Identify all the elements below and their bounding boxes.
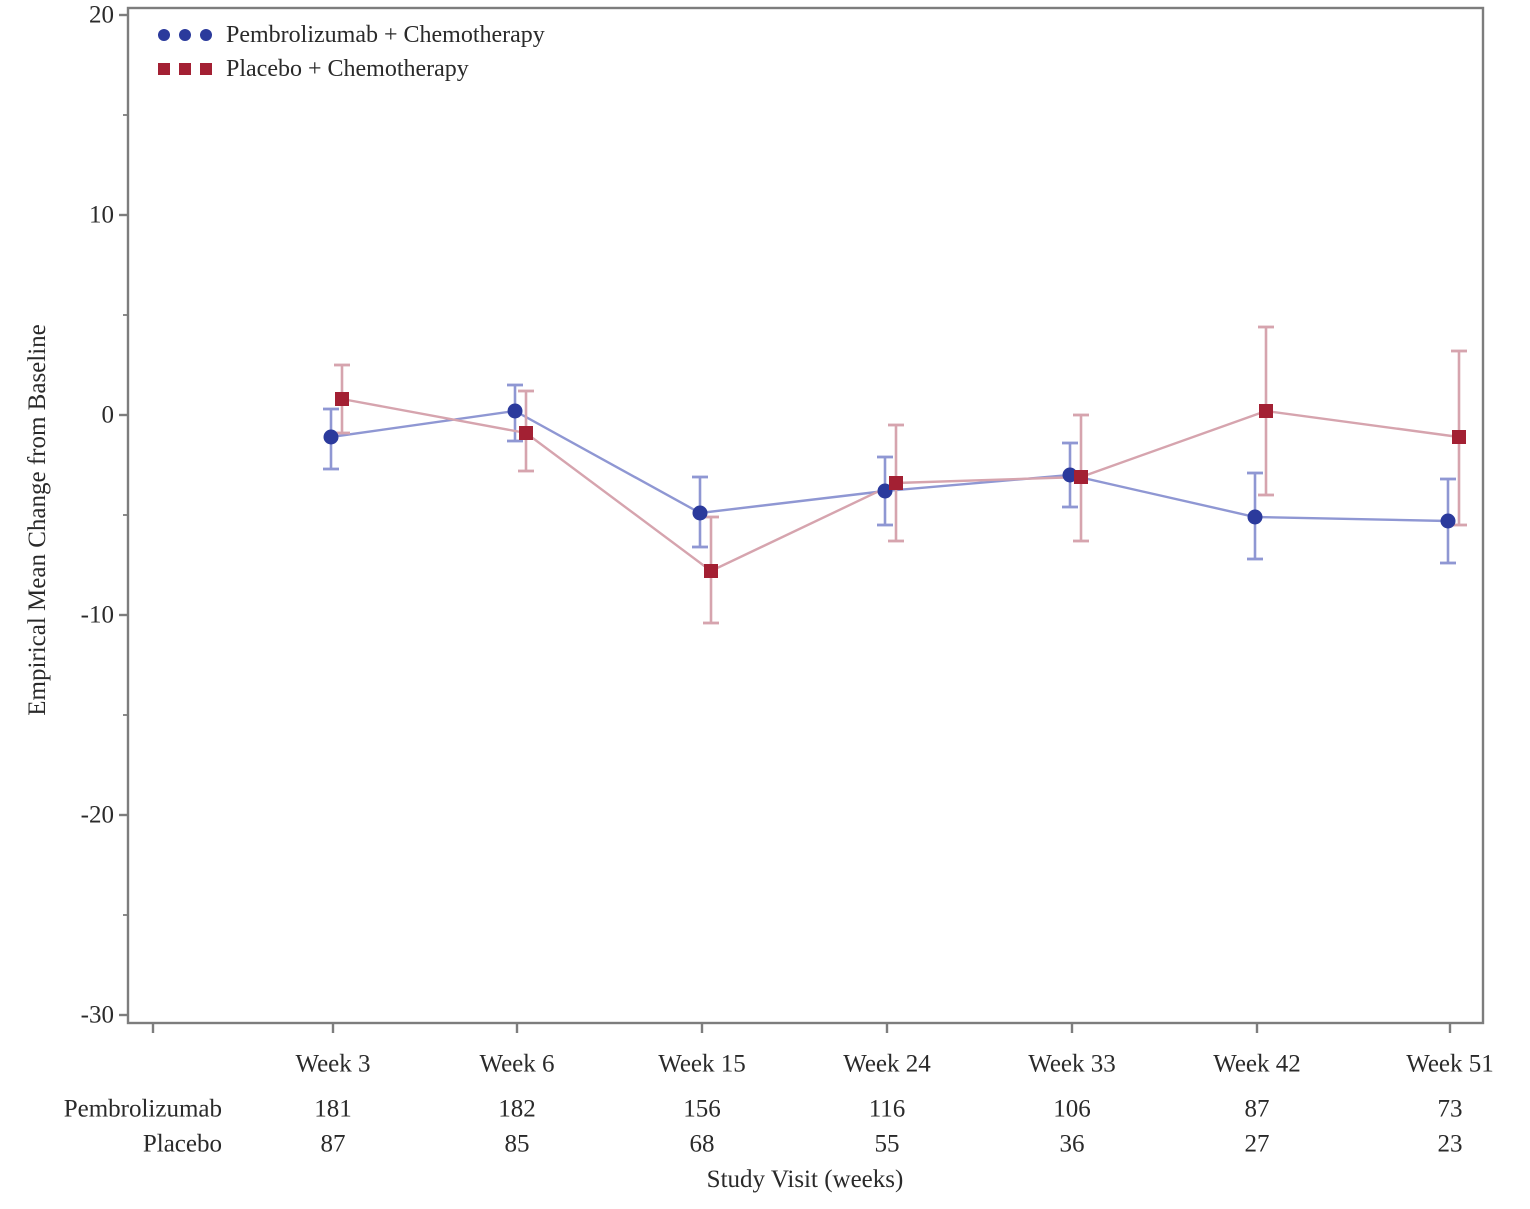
x-tick-label: Week 3 xyxy=(295,1051,370,1078)
at-risk-value: 73 xyxy=(1438,1096,1463,1123)
x-tick-label: Week 6 xyxy=(479,1051,554,1078)
at-risk-value: 55 xyxy=(875,1131,900,1158)
at-risk-row-label: Placebo xyxy=(143,1131,222,1158)
y-tick-label: -10 xyxy=(81,602,114,629)
square-marker-icon xyxy=(158,63,170,75)
x-tick-label: Week 51 xyxy=(1406,1051,1494,1078)
data-point-marker xyxy=(507,403,523,419)
square-marker-icon xyxy=(179,63,191,75)
at-risk-value: 36 xyxy=(1060,1131,1085,1158)
at-risk-value: 87 xyxy=(1245,1096,1270,1123)
data-point-marker xyxy=(877,483,893,499)
y-tick-label: -20 xyxy=(81,802,114,829)
y-tick-label: 10 xyxy=(89,202,114,229)
legend: Pembrolizumab + Chemotherapy Placebo + C… xyxy=(158,18,545,86)
data-point-marker xyxy=(1259,404,1273,418)
x-tick-label: Week 15 xyxy=(658,1051,746,1078)
legend-item-pembrolizumab: Pembrolizumab + Chemotherapy xyxy=(158,18,545,52)
x-tick-label: Week 42 xyxy=(1213,1051,1301,1078)
at-risk-row-label: Pembrolizumab xyxy=(64,1096,222,1123)
data-point-marker xyxy=(1247,509,1263,525)
x-tick-label: Week 24 xyxy=(843,1051,931,1078)
legend-item-placebo: Placebo + Chemotherapy xyxy=(158,52,545,86)
x-axis-title: Study Visit (weeks) xyxy=(706,1166,904,1193)
circle-marker-icon xyxy=(200,29,212,41)
at-risk-value: 182 xyxy=(498,1096,536,1123)
data-point-marker xyxy=(692,505,708,521)
circle-marker-icon xyxy=(158,29,170,41)
at-risk-value: 23 xyxy=(1438,1131,1463,1158)
y-tick-label: 0 xyxy=(102,402,115,429)
y-tick-label: -30 xyxy=(81,1002,114,1029)
data-point-marker xyxy=(323,429,339,445)
data-point-marker xyxy=(704,564,718,578)
square-marker-icon xyxy=(200,63,212,75)
at-risk-value: 68 xyxy=(690,1131,715,1158)
at-risk-value: 87 xyxy=(321,1131,346,1158)
y-axis-title: Empirical Mean Change from Baseline xyxy=(24,324,51,716)
at-risk-value: 106 xyxy=(1053,1096,1091,1123)
x-tick-label: Week 33 xyxy=(1028,1051,1116,1078)
circle-marker-icon xyxy=(179,29,191,41)
data-point-marker xyxy=(335,392,349,406)
at-risk-value: 156 xyxy=(683,1096,721,1123)
data-point-marker xyxy=(519,426,533,440)
data-point-marker xyxy=(1062,467,1078,483)
at-risk-value: 85 xyxy=(505,1131,530,1158)
y-tick-label: 20 xyxy=(89,2,114,29)
at-risk-value: 116 xyxy=(869,1096,906,1123)
plot-frame xyxy=(126,6,1485,1025)
data-point-marker xyxy=(1074,470,1088,484)
legend-label: Pembrolizumab + Chemotherapy xyxy=(226,21,545,48)
at-risk-value: 27 xyxy=(1245,1131,1270,1158)
at-risk-value: 181 xyxy=(314,1096,352,1123)
data-point-marker xyxy=(1452,430,1466,444)
legend-label: Placebo + Chemotherapy xyxy=(226,55,469,82)
data-point-marker xyxy=(889,476,903,490)
data-point-marker xyxy=(1440,513,1456,529)
